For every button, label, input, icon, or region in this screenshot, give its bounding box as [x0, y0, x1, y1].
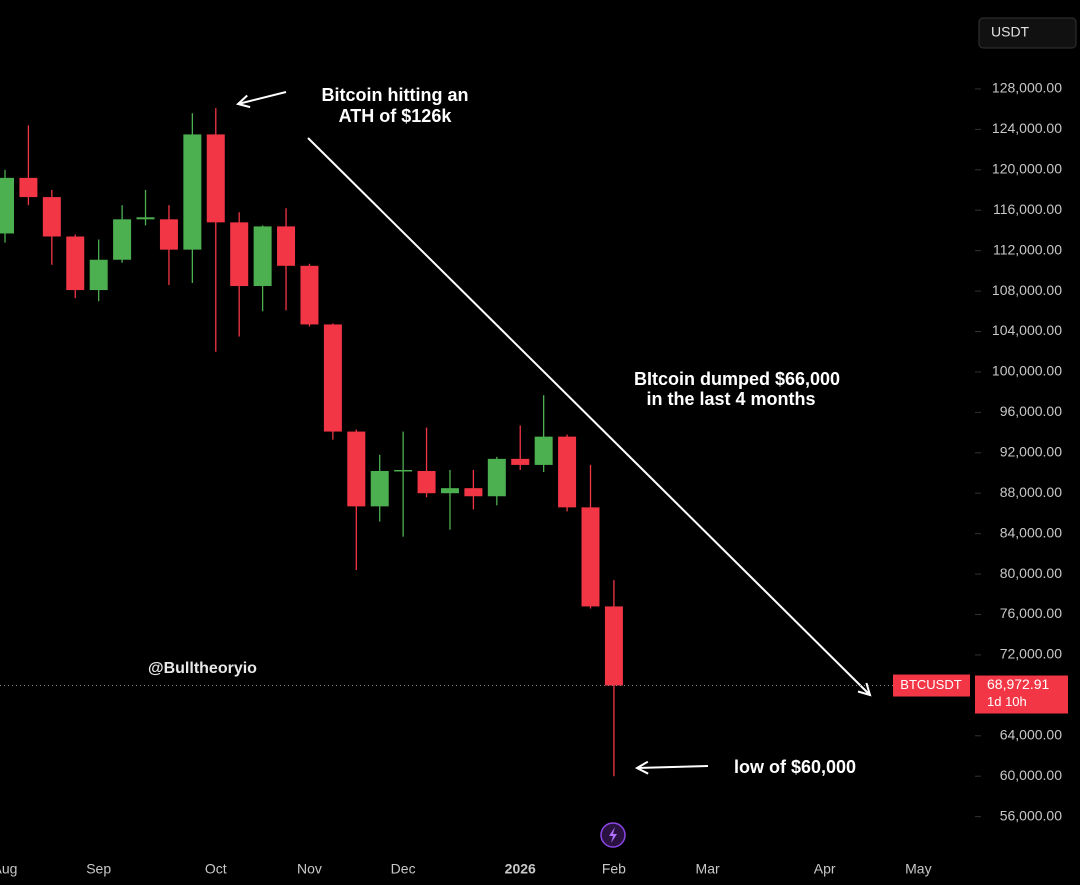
candle-body	[253, 226, 272, 287]
price-label: 68,972.91	[987, 676, 1049, 692]
candle-body	[604, 606, 623, 686]
y-tick-label: 108,000.00	[992, 282, 1062, 298]
candle-body	[464, 488, 483, 497]
x-tick-label: Dec	[391, 861, 416, 877]
y-tick-label: 60,000.00	[1000, 767, 1062, 783]
candle-body	[19, 177, 38, 198]
currency-button[interactable]	[978, 17, 1077, 49]
candle-body	[159, 219, 178, 250]
candle-body	[487, 458, 506, 497]
candle-body	[394, 469, 413, 472]
watermark: @Bulltheoryio	[148, 660, 257, 677]
y-tick-label: 100,000.00	[992, 363, 1062, 379]
y-tick-label: 88,000.00	[1000, 484, 1062, 500]
candle-body	[347, 431, 366, 507]
candle-body	[0, 177, 14, 234]
annotation: Bitcoin hitting an	[322, 85, 469, 105]
candle-body	[581, 507, 600, 607]
candles	[0, 108, 623, 777]
y-tick-label: 80,000.00	[1000, 565, 1062, 581]
candle-body	[417, 470, 436, 494]
candle-body	[370, 470, 389, 507]
y-tick-label: 72,000.00	[1000, 646, 1062, 662]
candle-body	[183, 134, 202, 250]
x-tick-label: Aug	[0, 861, 17, 877]
y-tick-label: 84,000.00	[1000, 524, 1062, 540]
annotation: BItcoin dumped $66,000	[634, 369, 840, 389]
x-tick-label: Mar	[696, 861, 720, 877]
x-tick-label: Oct	[205, 861, 227, 877]
low-arrow	[637, 766, 709, 768]
last-price: BTCUSDT 68,972.91 1d 10h	[0, 674, 1068, 714]
y-tick-label: 128,000.00	[992, 80, 1062, 96]
candle-body	[440, 488, 459, 494]
symbol-label: BTCUSDT	[900, 677, 961, 692]
symbol-tag	[893, 674, 970, 697]
y-tick-label: 96,000.00	[1000, 403, 1062, 419]
y-tick-label: 92,000.00	[1000, 443, 1062, 459]
countdown-label: 1d 10h	[987, 694, 1027, 709]
trend-arrow	[307, 137, 870, 695]
currency-label: USDT	[991, 24, 1030, 40]
annotation: ATH of $126k	[339, 106, 453, 126]
candle-body	[230, 222, 249, 287]
candle-body	[136, 217, 155, 220]
y-tick-label: 120,000.00	[992, 161, 1062, 177]
candle-body	[300, 265, 319, 325]
candle-body	[89, 259, 108, 291]
annotation: in the last 4 months	[646, 389, 815, 409]
candle-body	[42, 197, 61, 237]
y-tick-label: 76,000.00	[1000, 605, 1062, 621]
candle-body	[323, 324, 342, 432]
candle-body	[66, 236, 85, 291]
y-tick-label: 64,000.00	[1000, 726, 1062, 742]
candle-body	[206, 134, 225, 223]
y-tick-label: 112,000.00	[993, 241, 1062, 257]
ath-arrow	[238, 91, 287, 104]
x-tick-label: Sep	[86, 861, 111, 877]
x-tick-label: Feb	[602, 861, 626, 877]
x-tick-label: Apr	[814, 861, 836, 877]
y-tick-label: 56,000.00	[1000, 807, 1062, 823]
candle-body	[558, 436, 577, 508]
annotation: low of $60,000	[734, 757, 856, 777]
x-tick-label: May	[905, 861, 931, 877]
candle-body	[534, 436, 553, 465]
lightning-glyph	[609, 827, 617, 843]
x-tick-label: Nov	[297, 861, 322, 877]
candle-body	[113, 219, 132, 260]
x-tick-label: 2026	[505, 861, 536, 877]
y-tick-label: 124,000.00	[992, 120, 1062, 136]
y-tick-label: 104,000.00	[992, 322, 1062, 338]
y-tick-label: 116,000.00	[993, 201, 1062, 217]
price-tag	[975, 675, 1068, 714]
candle-body	[511, 458, 530, 465]
candle-body	[277, 226, 296, 266]
